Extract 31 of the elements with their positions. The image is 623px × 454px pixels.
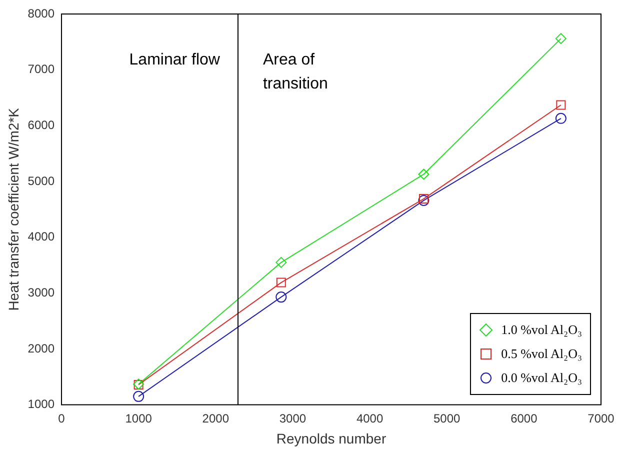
x-tick-label: 1000	[125, 411, 152, 426]
legend-label: 0.0 %vol Al₂O₃	[501, 370, 582, 386]
y-tick-label: 8000	[28, 6, 55, 20]
annotation: Laminar flow	[129, 51, 220, 68]
x-tick-label: 2000	[202, 411, 230, 426]
point	[555, 33, 566, 44]
y-tick-label: 5000	[28, 174, 55, 188]
y-tick-label: 7000	[28, 62, 55, 76]
x-tick-label: 3000	[279, 411, 306, 426]
legend-label: 0.5 %vol Al₂O₃	[501, 346, 582, 362]
y-axis-title: Heat transfer coefficient W/m2*K	[5, 107, 22, 311]
y-tick-label: 2000	[28, 341, 55, 356]
point	[555, 112, 566, 124]
annotation: Area of transition	[262, 51, 328, 92]
x-tick-label: 4000	[356, 411, 384, 426]
point	[276, 292, 287, 303]
y-tick-label: 6000	[28, 118, 55, 132]
x-tick-label: 0	[58, 411, 66, 426]
point	[556, 100, 566, 110]
legend-label: 1.0 %vol Al₂O₃	[501, 322, 582, 338]
x-axis-title: Reynolds number	[276, 430, 386, 446]
point	[133, 390, 144, 402]
point	[418, 168, 430, 180]
y-tick-label: 4000	[28, 230, 55, 244]
x-tick-label: 7000	[588, 411, 615, 426]
y-tick-label: 1000	[28, 397, 55, 412]
point	[276, 278, 286, 288]
y-tick-label: 3000	[28, 285, 55, 300]
point	[276, 256, 287, 268]
x-tick-label: 5000	[434, 411, 461, 426]
x-tick-label: 6000	[510, 411, 538, 426]
